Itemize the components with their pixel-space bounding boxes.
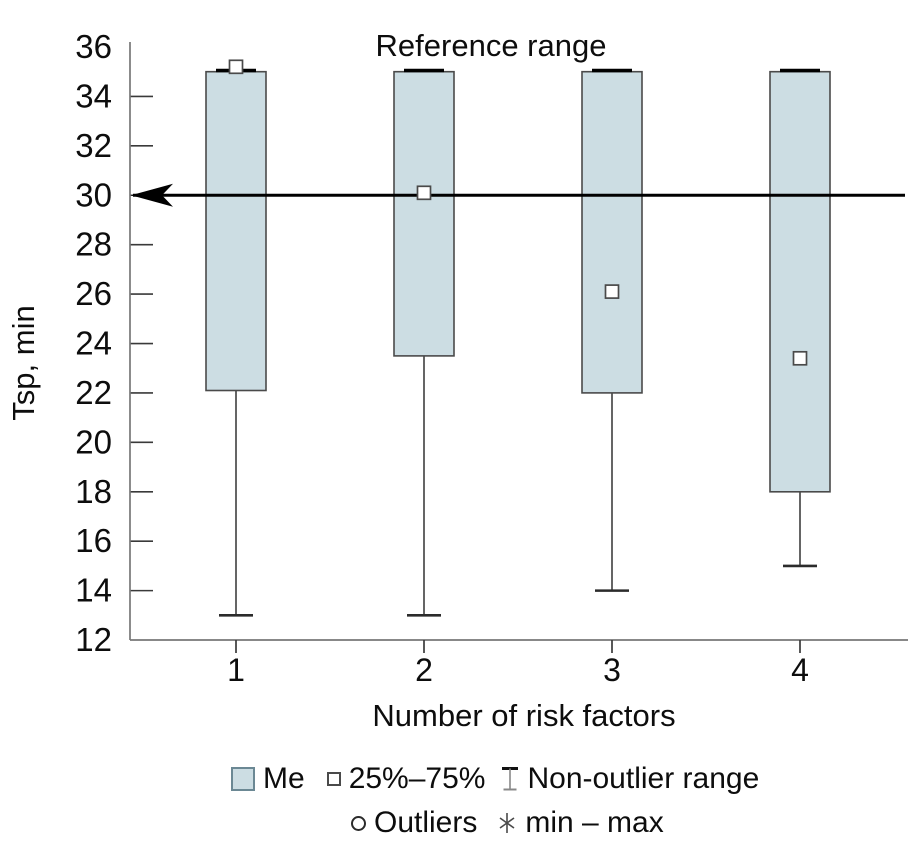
y-tick-label: 26 [75, 275, 112, 312]
legend-item-min-max: min – max [497, 806, 664, 840]
point-marker [228, 59, 244, 75]
y-tick-label: 16 [75, 522, 112, 559]
y-tick-label: 24 [75, 325, 112, 362]
legend-row-2: Outliers min – max [351, 806, 664, 840]
x-tick-label: 2 [415, 652, 433, 688]
iqr-box [393, 70, 455, 357]
reference-range-label: Reference range [375, 28, 607, 63]
y-tick-label: 34 [75, 77, 112, 114]
y-tick-label: 18 [75, 473, 112, 510]
asterisk-marker-icon [497, 811, 517, 835]
y-tick-label: 14 [75, 572, 112, 609]
legend-label-non-outlier-range: Non-outlier range [527, 762, 760, 795]
y-tick-label: 36 [75, 28, 112, 65]
legend-item-non-outlier-range: Non-outlier range [501, 762, 759, 796]
y-tick-label: 22 [75, 374, 112, 411]
point-marker [416, 185, 432, 201]
box-swatch-icon [231, 767, 255, 791]
point-marker [792, 350, 808, 366]
x-tick-label: 3 [603, 652, 621, 688]
legend-label-min-max: min – max [525, 806, 664, 839]
circle-marker-icon [351, 815, 366, 831]
y-tick-label: 28 [75, 226, 112, 263]
legend-label-quartiles: 25%–75% [348, 762, 486, 795]
legend-label-me: Me [263, 762, 305, 795]
iqr-box [769, 70, 831, 493]
x-tick-label: 1 [227, 652, 245, 688]
y-tick-label: 20 [75, 423, 112, 460]
point-marker [604, 284, 620, 299]
square-marker-icon [326, 772, 341, 786]
whisker-icon [501, 766, 519, 792]
iqr-box [205, 70, 267, 392]
y-tick-label: 30 [75, 176, 112, 213]
y-axis-title: Tsp, min [6, 305, 41, 421]
iqr-box [581, 70, 643, 394]
x-axis-title: Number of risk factors [372, 698, 676, 733]
legend-item-me: Me [231, 762, 305, 796]
y-tick-label: 12 [75, 621, 112, 658]
legend-row-1: Me 25%–75% Non-outlier range [231, 762, 759, 796]
legend-label-outliers: Outliers [374, 806, 478, 839]
reference-arrowhead [131, 183, 173, 207]
legend-item-outliers: Outliers [351, 806, 477, 840]
y-tick-label: 32 [75, 127, 112, 164]
x-tick-label: 4 [791, 652, 809, 688]
legend-item-quartiles: 25%–75% [326, 762, 486, 796]
